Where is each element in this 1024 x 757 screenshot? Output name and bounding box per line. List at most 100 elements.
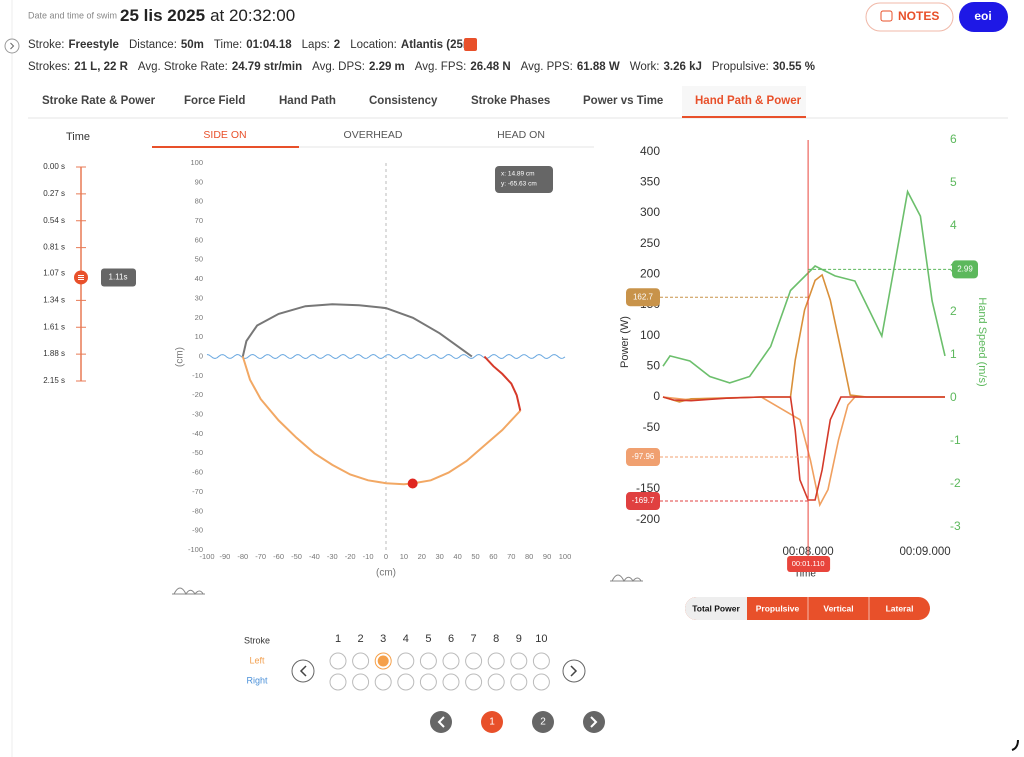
y-tick-label: 10 [195,332,203,341]
info-label: Propulsive: [712,61,769,73]
power-button[interactable]: Vertical [823,603,853,613]
tab[interactable]: Consistency [369,95,438,107]
y-tick-label: 250 [640,236,660,250]
tooltip-text: x: 14.89 cm [501,171,535,178]
y-tick-label: 30 [195,293,203,302]
y-tick-label: -100 [188,545,203,554]
x-tick-label: -80 [237,552,248,561]
y-tick-label: 50 [195,255,203,264]
stroke-option[interactable] [487,652,505,670]
stroke-option[interactable] [419,673,437,691]
y2-tick-label: 0 [950,390,957,404]
slider-tick-label: 2.15 s [43,376,65,385]
stroke-option[interactable] [532,673,550,691]
y2-axis-label: Hand Speed (m/s) [976,297,988,386]
tab[interactable]: Hand Path & Power [695,95,802,107]
page-button[interactable] [532,711,554,733]
view-tab[interactable]: SIDE ON [203,129,246,141]
stroke-selected [377,655,389,667]
y-tick-label: 100 [640,328,660,342]
picker-title: Stroke [244,635,270,645]
x-tick-label: -10 [363,552,374,561]
water-line [206,353,566,360]
tab[interactable]: Force Field [184,95,245,107]
stroke-option[interactable] [374,673,392,691]
stroke-option[interactable] [397,652,415,670]
info-value: 01:04.18 [246,39,292,51]
stroke-option[interactable] [465,652,483,670]
page-button[interactable] [481,711,503,733]
x-tick-label: -60 [273,552,284,561]
date-time: 25 lis 2025 at 20:32:00 [120,6,295,25]
stroke-option[interactable] [532,652,550,670]
y-tick-label: 50 [647,358,661,372]
series-line [241,303,473,358]
info-label: Avg. FPS: [415,61,467,73]
tab[interactable]: Power vs Time [583,95,663,107]
notes-button[interactable] [865,2,954,32]
edit-icon[interactable] [464,38,477,51]
x-axis-label: (cm) [376,568,396,579]
slider-tick-label: 0.81 s [43,243,65,252]
stroke-number: 10 [535,633,547,645]
info-value: 24.79 str/min [232,61,302,73]
info-line: Strokes: 21 L, 22 R Avg. Stroke Rate: 24.79… [28,61,815,73]
stroke-option[interactable] [352,652,370,670]
picker-arrow[interactable] [562,659,586,683]
view-tab[interactable]: OVERHEAD [344,129,403,141]
chart-icon[interactable] [610,574,643,583]
stroke-option[interactable] [442,673,460,691]
series-line [483,355,522,411]
power-button[interactable]: Lateral [886,603,914,613]
stroke-option[interactable] [510,673,528,691]
x-tick-label: 10 [400,552,408,561]
corner-glyph [1011,739,1019,751]
stroke-option[interactable] [487,673,505,691]
info-label: Location: [350,39,397,51]
info-value: 26.48 N [470,61,510,73]
picker-arrow[interactable] [291,659,315,683]
x-tick-label: 60 [489,552,497,561]
tab[interactable]: Stroke Phases [471,95,550,107]
stroke-option[interactable] [442,652,460,670]
stroke-option[interactable] [352,673,370,691]
x-tick-label: 90 [543,552,551,561]
expand-button[interactable] [4,38,20,54]
page-prev[interactable] [430,711,452,733]
info-value: Atlantis (25m) [401,39,477,51]
stroke-option[interactable] [329,673,347,691]
info-label: Strokes: [28,61,70,73]
stroke-option[interactable] [397,673,415,691]
info-label: Stroke: [28,39,64,51]
x-tick-label: -40 [309,552,320,561]
power-button[interactable]: Total Power [692,603,740,613]
y-tick-label: 90 [195,177,203,186]
stroke-option[interactable] [329,652,347,670]
info-label: Time: [214,39,242,51]
y-tick-label: 0 [199,351,203,360]
x-tick-label: 70 [507,552,515,561]
power-button[interactable]: Propulsive [756,603,800,613]
tab[interactable]: Hand Path [279,95,336,107]
stroke-option[interactable] [510,652,528,670]
x-tick-label: 20 [418,552,426,561]
info-value: 30.55 % [773,61,815,73]
slider-tick-label: 1.34 s [43,295,65,304]
user-button[interactable] [959,2,1008,32]
x-tick-label: 00:09.000 [900,546,951,558]
view-tab[interactable]: HEAD ON [497,129,545,141]
y-tick-label: -20 [192,390,203,399]
stroke-option[interactable] [419,652,437,670]
x-tick-label: -70 [255,552,266,561]
picker-row-label: Right [246,675,268,685]
notes-icon [880,10,893,22]
marker-badge [952,260,978,279]
stroke-number: 7 [471,633,477,645]
stroke-number: 3 [380,633,386,645]
page-next[interactable] [583,711,605,733]
slider-tooltip [101,268,136,287]
chart-icon[interactable] [172,587,205,596]
stroke-option[interactable] [465,673,483,691]
tab[interactable]: Stroke Rate & Power [42,95,156,107]
